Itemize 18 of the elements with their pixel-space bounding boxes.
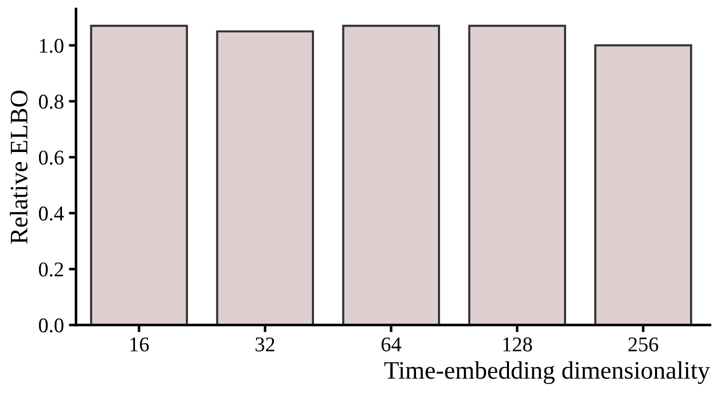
x-tick-label: 128 [503, 337, 532, 352]
y-tick-label: 0.2 [38, 262, 64, 277]
x-tick-label: 64 [382, 337, 402, 352]
y-tick-label: 0.8 [38, 94, 64, 109]
x-axis-title: Time-embedding dimensionality [384, 361, 710, 384]
x-tick-label: 256 [628, 337, 658, 352]
x-tick-label: 16 [130, 337, 149, 352]
y-tick-label: 0.6 [38, 150, 64, 165]
y-tick-label: 0.4 [38, 206, 64, 221]
bar [468, 24, 566, 325]
y-tick-label: 1.0 [40, 38, 64, 53]
bar [216, 30, 314, 325]
bar [90, 24, 188, 325]
y-axis-title: Relative ELBO [10, 90, 28, 244]
bar [342, 24, 440, 325]
y-tick-label: 0.0 [38, 318, 64, 333]
x-tick-label: 32 [256, 337, 274, 352]
bar [594, 44, 692, 325]
